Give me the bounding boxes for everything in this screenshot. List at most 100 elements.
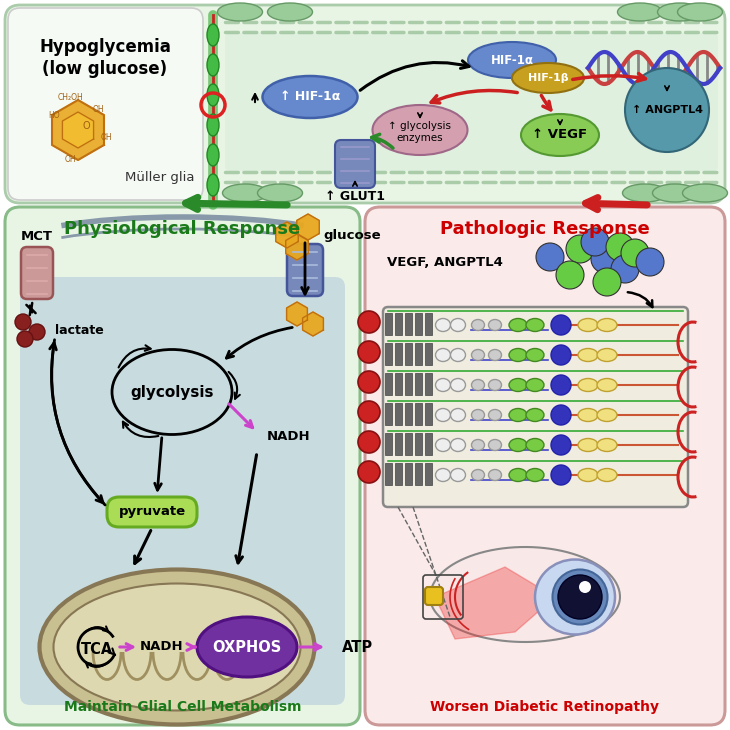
- Bar: [385, 463, 392, 485]
- Ellipse shape: [263, 76, 358, 118]
- Ellipse shape: [618, 3, 663, 21]
- Ellipse shape: [535, 559, 615, 634]
- Text: O: O: [82, 121, 90, 131]
- Text: glycolysis: glycolysis: [130, 385, 214, 399]
- FancyBboxPatch shape: [365, 207, 725, 725]
- Ellipse shape: [526, 469, 544, 482]
- Ellipse shape: [597, 318, 617, 331]
- Polygon shape: [285, 234, 308, 260]
- Text: glucose: glucose: [323, 228, 380, 242]
- FancyBboxPatch shape: [8, 8, 203, 200]
- FancyBboxPatch shape: [5, 207, 360, 725]
- FancyBboxPatch shape: [383, 307, 688, 507]
- Bar: [395, 433, 402, 455]
- Circle shape: [17, 331, 33, 347]
- Ellipse shape: [597, 348, 617, 361]
- Circle shape: [611, 255, 639, 283]
- Ellipse shape: [509, 378, 527, 391]
- Text: MCT: MCT: [21, 231, 53, 244]
- Circle shape: [558, 575, 602, 619]
- Text: OH: OH: [100, 134, 112, 142]
- Ellipse shape: [468, 42, 556, 78]
- Ellipse shape: [521, 114, 599, 156]
- Bar: [415, 313, 422, 335]
- Bar: [395, 463, 402, 485]
- Text: ↑ VEGF: ↑ VEGF: [532, 128, 588, 142]
- Bar: [415, 373, 422, 395]
- FancyBboxPatch shape: [21, 247, 53, 299]
- Circle shape: [358, 341, 380, 363]
- Ellipse shape: [450, 378, 466, 391]
- Bar: [425, 343, 432, 365]
- Text: TCA: TCA: [81, 642, 113, 656]
- Ellipse shape: [450, 409, 466, 421]
- Ellipse shape: [578, 348, 598, 361]
- Text: OH: OH: [92, 106, 104, 115]
- Circle shape: [625, 68, 709, 152]
- Bar: [415, 403, 422, 425]
- Bar: [395, 313, 402, 335]
- Circle shape: [566, 235, 594, 263]
- Ellipse shape: [197, 617, 297, 677]
- Ellipse shape: [488, 439, 502, 450]
- FancyBboxPatch shape: [225, 33, 718, 171]
- Text: Pathologic Response: Pathologic Response: [440, 220, 650, 238]
- Ellipse shape: [207, 84, 219, 106]
- Circle shape: [551, 345, 571, 365]
- Ellipse shape: [436, 378, 450, 391]
- Bar: [385, 313, 392, 335]
- Ellipse shape: [472, 320, 485, 331]
- Ellipse shape: [578, 469, 598, 482]
- Bar: [425, 433, 432, 455]
- Text: ↑ glycolysis
enzymes: ↑ glycolysis enzymes: [388, 120, 451, 143]
- Circle shape: [556, 261, 584, 289]
- Ellipse shape: [436, 469, 450, 482]
- Text: ATP: ATP: [342, 639, 373, 655]
- Text: ↑ GLUT1: ↑ GLUT1: [325, 191, 385, 204]
- Ellipse shape: [207, 54, 219, 76]
- Ellipse shape: [526, 378, 544, 391]
- Ellipse shape: [472, 350, 485, 361]
- Ellipse shape: [509, 318, 527, 331]
- Ellipse shape: [450, 348, 466, 361]
- Text: Physiological Response: Physiological Response: [64, 220, 301, 238]
- Ellipse shape: [488, 410, 502, 420]
- Text: Worsen Diabetic Retinopathy: Worsen Diabetic Retinopathy: [431, 700, 659, 714]
- Polygon shape: [52, 100, 104, 160]
- Ellipse shape: [223, 184, 267, 202]
- Ellipse shape: [207, 114, 219, 136]
- Text: CH₂OH: CH₂OH: [57, 93, 83, 102]
- FancyBboxPatch shape: [20, 277, 345, 705]
- Ellipse shape: [653, 184, 697, 202]
- Polygon shape: [435, 567, 555, 639]
- Ellipse shape: [512, 63, 584, 93]
- Bar: [425, 373, 432, 395]
- Text: lactate: lactate: [55, 323, 104, 337]
- Ellipse shape: [597, 378, 617, 391]
- Ellipse shape: [597, 469, 617, 482]
- Circle shape: [551, 465, 571, 485]
- Ellipse shape: [53, 583, 301, 710]
- Bar: [415, 463, 422, 485]
- Ellipse shape: [658, 3, 702, 21]
- Ellipse shape: [597, 409, 617, 421]
- Circle shape: [536, 243, 564, 271]
- Circle shape: [551, 375, 571, 395]
- Polygon shape: [430, 547, 620, 642]
- Ellipse shape: [683, 184, 728, 202]
- Bar: [395, 373, 402, 395]
- Ellipse shape: [553, 569, 607, 624]
- Bar: [385, 373, 392, 395]
- Ellipse shape: [450, 318, 466, 331]
- Ellipse shape: [578, 378, 598, 391]
- Text: pyruvate: pyruvate: [118, 505, 185, 518]
- Bar: [405, 403, 412, 425]
- Ellipse shape: [526, 318, 544, 331]
- Circle shape: [358, 401, 380, 423]
- Text: Hypoglycemia
(low glucose): Hypoglycemia (low glucose): [39, 38, 171, 78]
- Bar: [405, 373, 412, 395]
- Ellipse shape: [207, 174, 219, 196]
- FancyBboxPatch shape: [287, 244, 323, 296]
- Text: HIF-1α: HIF-1α: [491, 53, 534, 66]
- Polygon shape: [62, 112, 93, 148]
